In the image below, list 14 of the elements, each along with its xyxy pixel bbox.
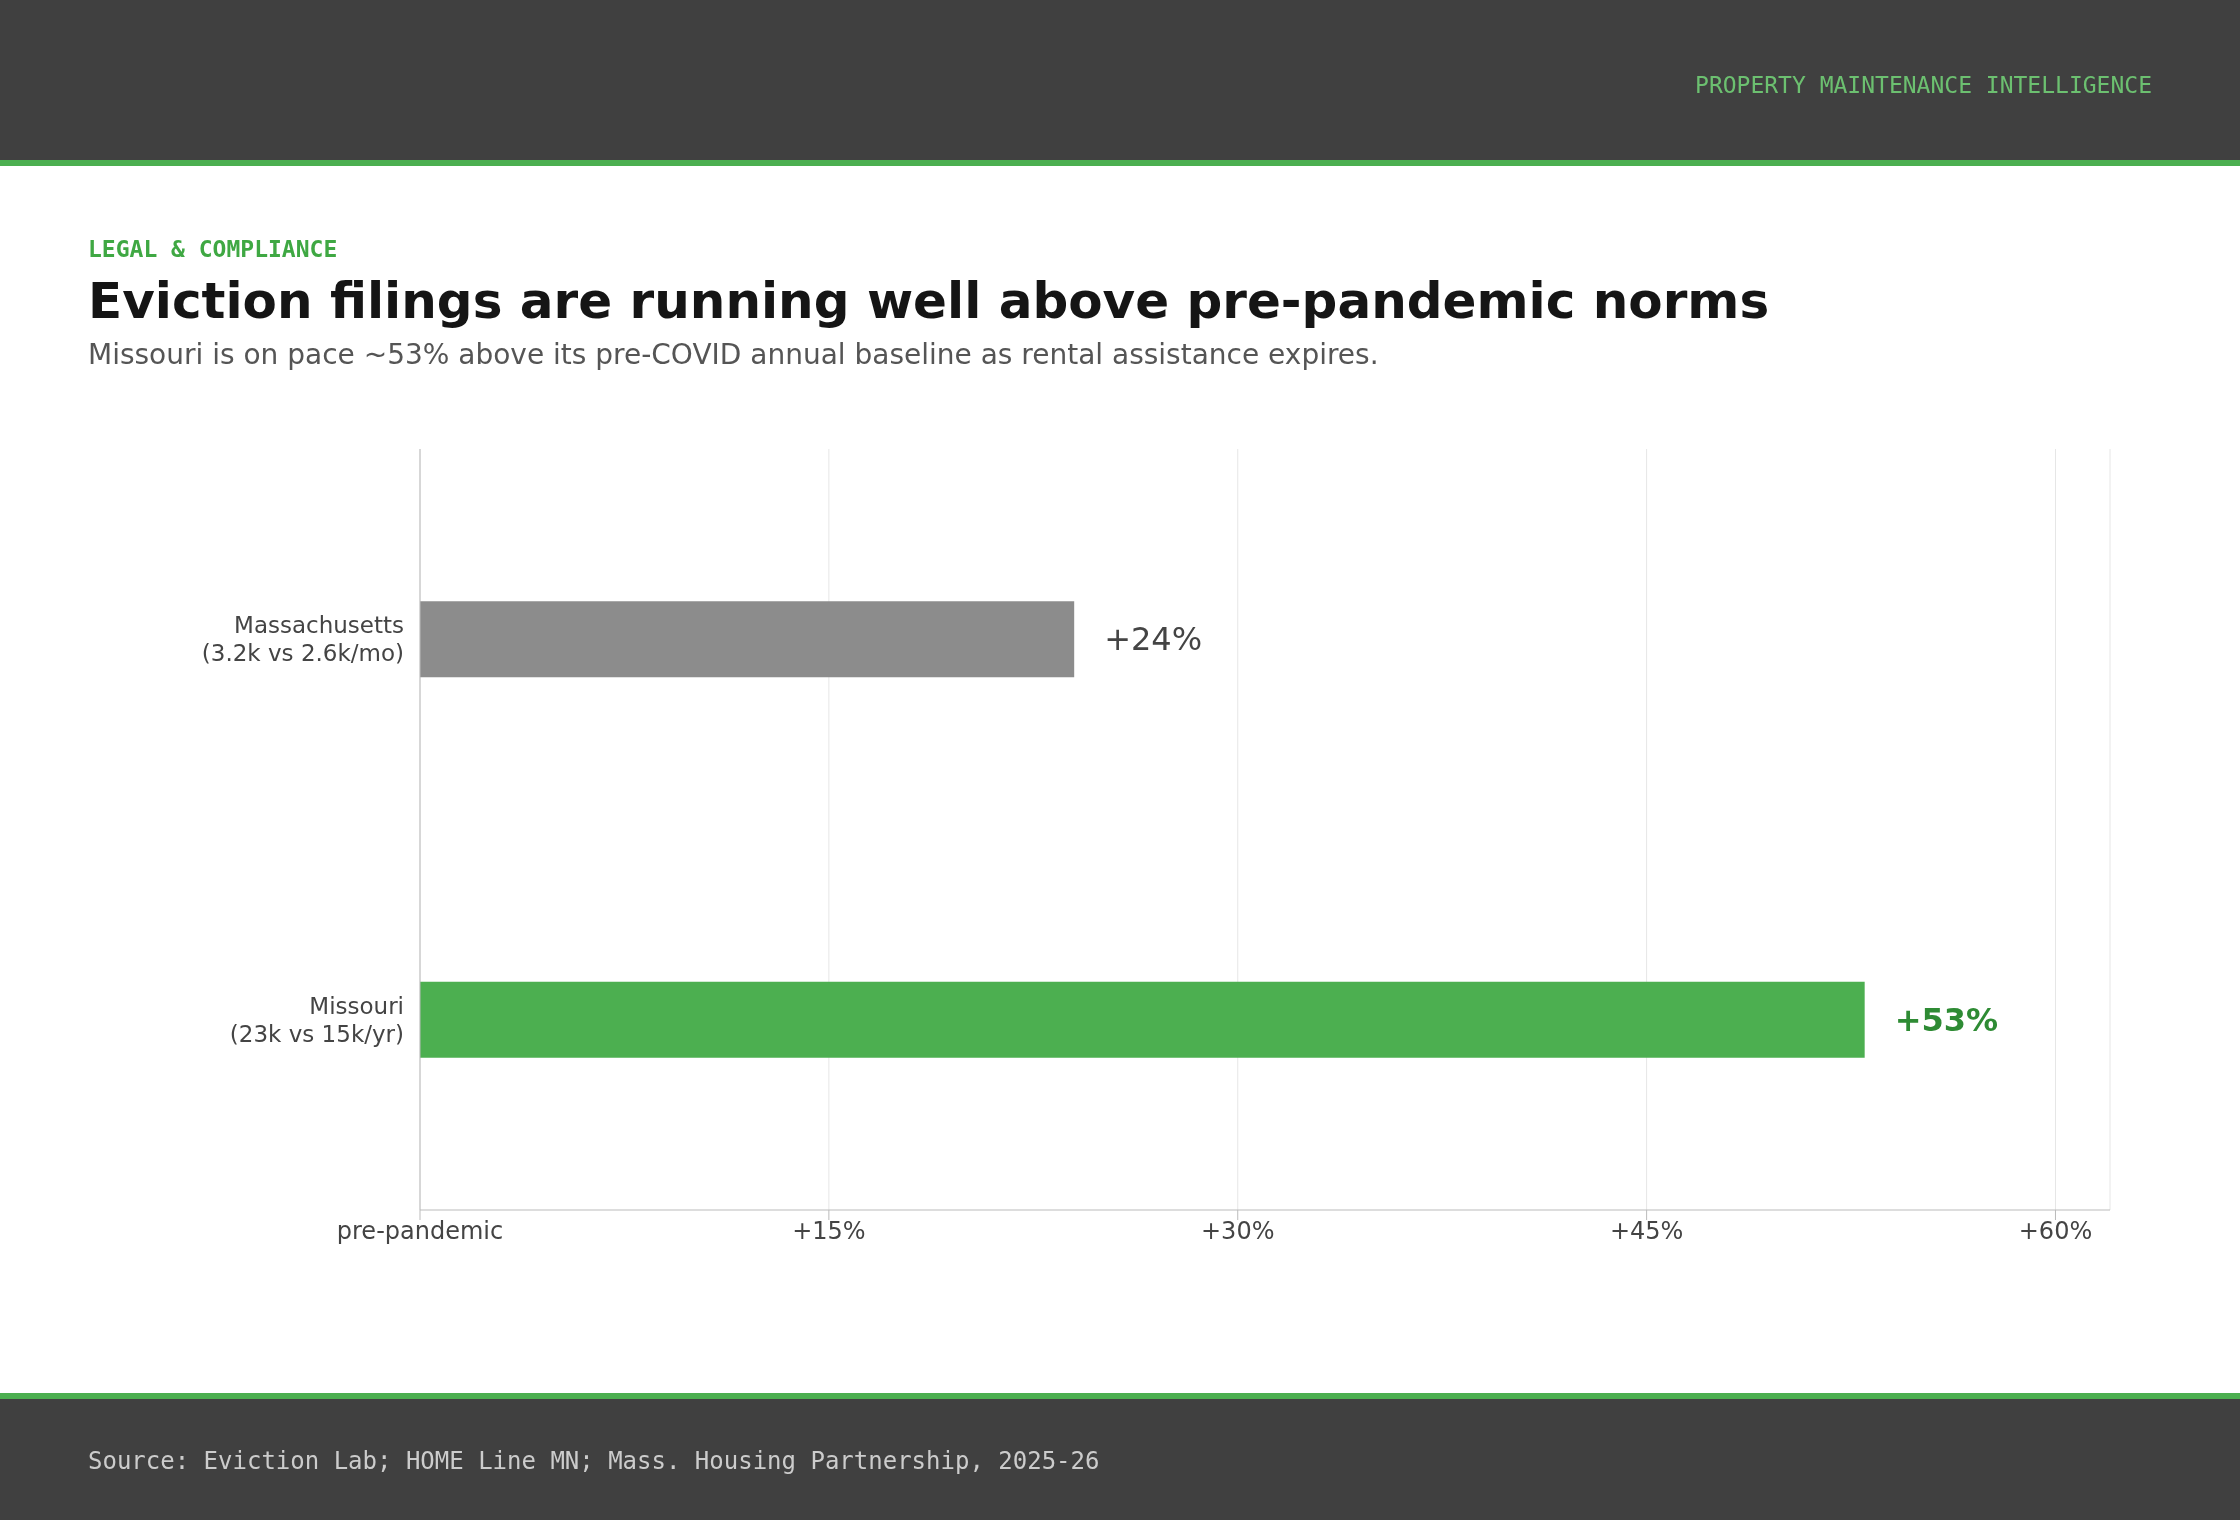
y-tick-label: Missouri (23k vs 15k/yr) [229,992,404,1047]
chart-title: Eviction filings are running well above pre-pandemic norms [88,272,1770,330]
chart-subtitle: Missouri is on pace ~53% above its pre-COVID annual baseline as rental assistance expires. [88,338,1379,371]
data-label: +53% [1894,1000,1999,1039]
y-tick-label: Massachusetts (3.2k vs 2.6k/mo) [201,612,404,667]
x-tick-label: +30% [1201,1217,1275,1246]
x-tick-label: +45% [1609,1217,1684,1246]
x-tick-label: pre-pandemic [336,1217,504,1246]
data-label: +24% [1104,620,1203,659]
source-note: Source: Eviction Lab; HOME Line MN; Mass. Housing Partnership, 2025-26 [88,1447,1100,1475]
x-tick-label: +15% [792,1217,866,1246]
x-tick-label: +60% [2018,1217,2093,1246]
text: PROPERTY MAINTENANCE INTELLIGENCE [1695,72,2152,98]
text: LEGAL & COMPLIANCE [88,236,338,262]
